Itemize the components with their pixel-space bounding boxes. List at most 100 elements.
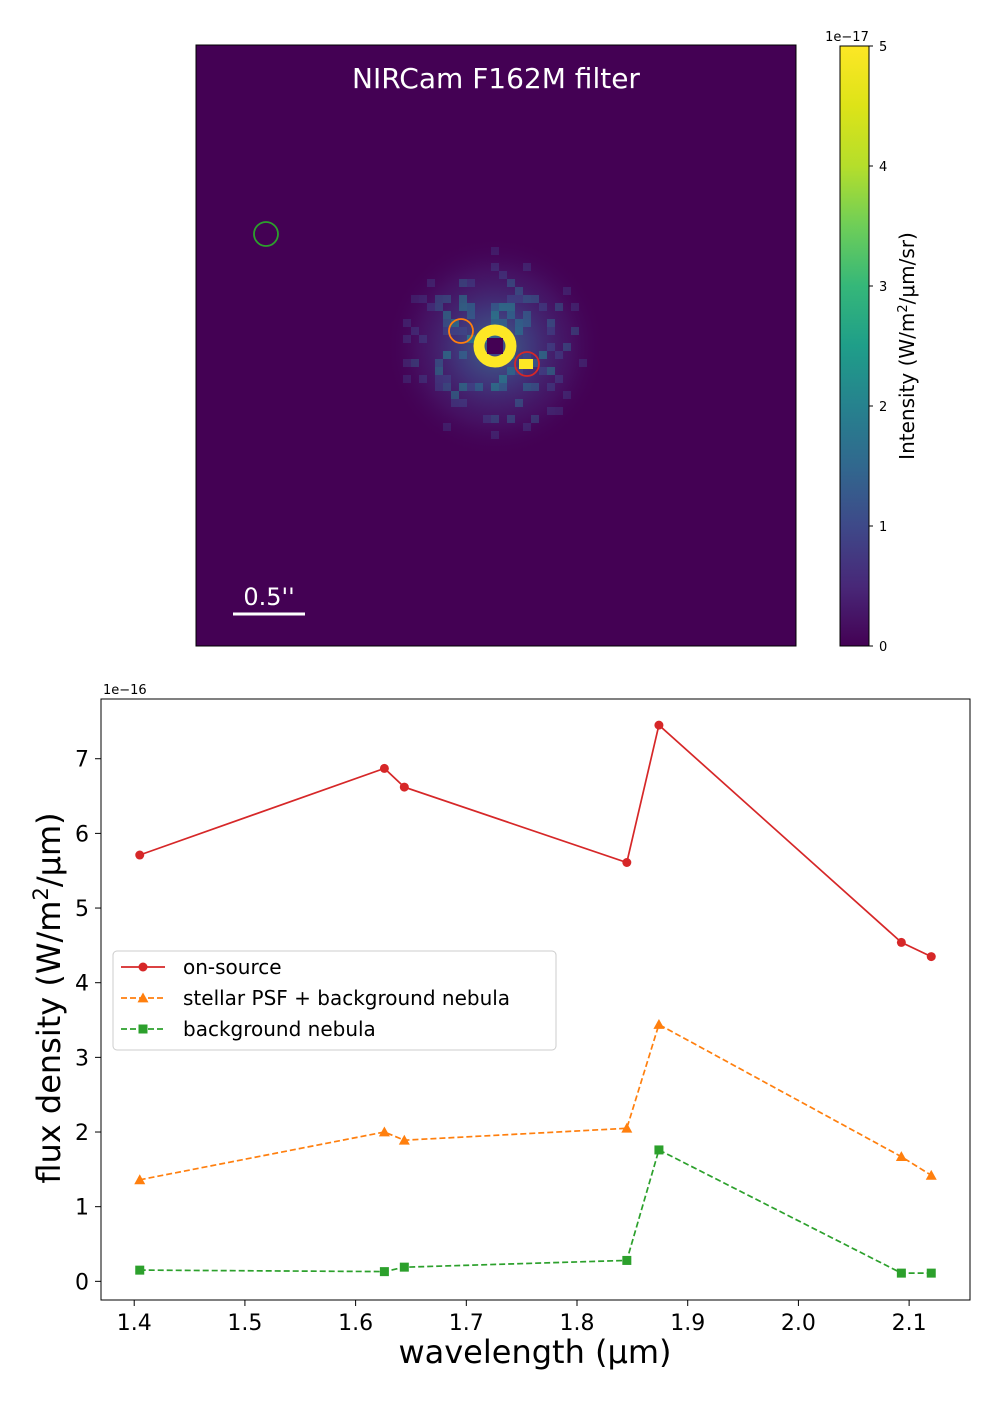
speckle-pixel (539, 351, 547, 359)
legend-marker (138, 1024, 148, 1034)
speckle-pixel (451, 319, 459, 327)
speckle-pixel (443, 351, 451, 359)
legend-marker (137, 992, 149, 1003)
data-point-background-nebula (135, 1265, 145, 1275)
psf-aperture-circle (448, 318, 474, 344)
legend-marker (138, 962, 148, 972)
speckle-pixel (515, 319, 523, 327)
colorbar-tick-label: 4 (879, 160, 887, 175)
speckle-pixel (523, 351, 531, 359)
y-tick-label: 1 (75, 1196, 89, 1221)
data-point-background-nebula (622, 1255, 632, 1265)
y-tick-label: 0 (75, 1270, 89, 1295)
speckle-pixel (539, 367, 547, 375)
speckle-pixel (491, 311, 499, 319)
speckle-pixel (451, 391, 459, 399)
speckle-pixel (523, 383, 531, 391)
speckle-pixel (435, 375, 443, 383)
colorbar: 1e−17 0 1 2 3 4 5 Intensity (W/m2/μm/sr) (825, 30, 919, 655)
speckle-pixel (435, 383, 443, 391)
speckle-pixel (515, 367, 523, 375)
speckle-pixel (563, 287, 571, 295)
speckle-pixel (443, 319, 451, 327)
speckle-pixel (459, 327, 467, 335)
speckle-pixel (507, 303, 515, 311)
speckle-pixel (459, 279, 467, 287)
speckle-pixel (491, 351, 499, 359)
series-background-nebula (135, 1145, 936, 1278)
speckle-pixel (491, 415, 499, 423)
y-tick-label: 3 (75, 1046, 89, 1071)
speckle-pixel (547, 367, 555, 375)
star-saturated-ring (473, 324, 517, 368)
speckle-pixel (459, 399, 467, 407)
speckle-pixel (411, 327, 419, 335)
speckle-pixel (443, 295, 451, 303)
speckle-pixel (523, 319, 531, 327)
x-tick-label: 1.8 (560, 1311, 595, 1336)
speckle-pixel (451, 399, 459, 407)
speckle-pixel (403, 335, 411, 343)
data-point-background-nebula (896, 1268, 906, 1278)
x-tick-label: 1.6 (338, 1311, 373, 1336)
legend-label: stellar PSF + background nebula (183, 986, 510, 1010)
speckle-pixel (531, 383, 539, 391)
companion-source (519, 359, 533, 369)
speckle-pixel (443, 327, 451, 335)
speckle-pixel (523, 311, 531, 319)
y-tick-label: 6 (75, 822, 89, 847)
image-panel: NIRCam F162M filter 0.5'' (195, 44, 797, 647)
data-point-on-source (135, 850, 145, 860)
speckle-pixel (443, 423, 451, 431)
speckle-pixel (499, 319, 507, 327)
speckle-pixel (563, 391, 571, 399)
colorbar-tick-label: 0 (879, 640, 887, 655)
legend-label: background nebula (183, 1017, 376, 1041)
star-saturated-core (487, 338, 503, 354)
speckle-pixel (507, 415, 515, 423)
colorbar-tick-label: 3 (879, 280, 887, 295)
y-tick-label: 2 (75, 1121, 89, 1146)
data-point-background-nebula (926, 1268, 936, 1278)
speckle-pixel (427, 279, 435, 287)
x-tick-label: 1.5 (227, 1311, 262, 1336)
image-title: NIRCam F162M filter (352, 62, 640, 95)
data-point-stellar-psf-background-nebula (895, 1151, 907, 1162)
speckle-pixel (499, 303, 507, 311)
data-point-on-source (654, 720, 664, 730)
speckle-pixel (491, 247, 499, 255)
image-content (385, 237, 605, 457)
speckle-pixel (435, 295, 443, 303)
colorbar-multiplier: 1e−17 (825, 30, 869, 45)
speckle-pixel (403, 319, 411, 327)
x-tick-label: 2.1 (892, 1311, 927, 1336)
speckle-pixel (547, 343, 555, 351)
speckle-pixel (491, 431, 499, 439)
speckle-pixel (467, 303, 475, 311)
speckle-pixel (555, 351, 563, 359)
colorbar-tick-label: 1 (879, 520, 887, 535)
speckle-pixel (491, 383, 499, 391)
speckle-pixel (491, 263, 499, 271)
speckle-pixel (499, 383, 507, 391)
speckle-pixel (491, 303, 499, 311)
speckle-pixel (403, 359, 411, 367)
series-stellar-psf-background-nebula (134, 1019, 937, 1185)
speckle-pixel (435, 367, 443, 375)
speckle-pixel (523, 263, 531, 271)
speckle-pixel (499, 271, 507, 279)
speckle-pixel (459, 383, 467, 391)
speckle-pixel (435, 303, 443, 311)
speckle-pixel (427, 303, 435, 311)
background-aperture-circle (253, 221, 279, 247)
data-point-stellar-psf-background-nebula (134, 1174, 146, 1185)
speckle-pixel (531, 295, 539, 303)
speckle-pixel (459, 295, 467, 303)
speckle-pixel (443, 311, 451, 319)
x-tick-label: 1.7 (449, 1311, 484, 1336)
speckle-pixel (459, 303, 467, 311)
speckle-pixel (459, 351, 467, 359)
legend-box (112, 950, 557, 1051)
speckle-pixel (515, 399, 523, 407)
